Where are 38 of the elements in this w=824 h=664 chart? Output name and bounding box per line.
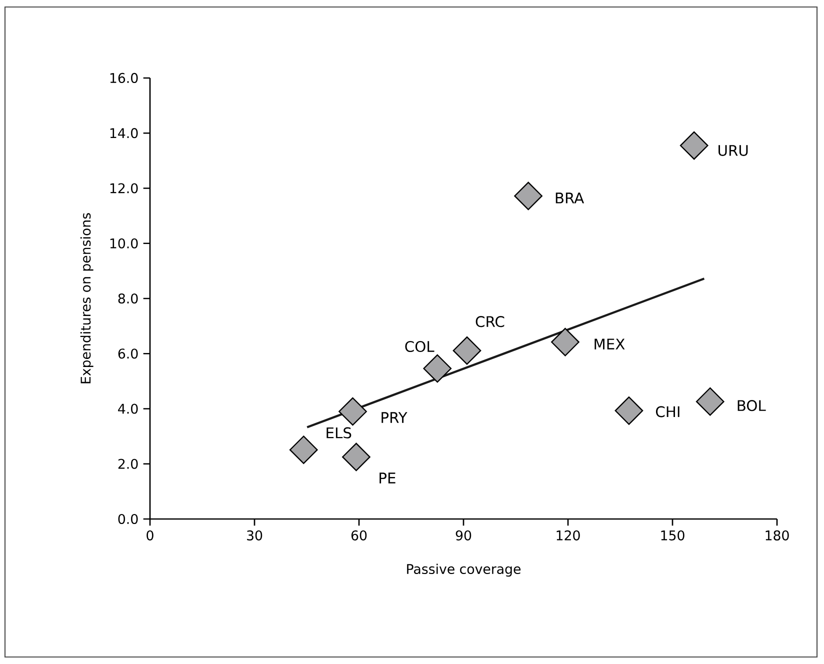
annotation: URU bbox=[718, 145, 748, 156]
y-tick-label: 2.0 bbox=[118, 458, 138, 469]
y-tick-label: 16.0 bbox=[110, 72, 138, 84]
annotation: BOL bbox=[738, 400, 766, 412]
annotation: PRY bbox=[382, 412, 408, 423]
point bbox=[614, 396, 644, 425]
point bbox=[551, 328, 580, 356]
y-tick-label: 14.0 bbox=[110, 128, 138, 138]
point bbox=[342, 442, 370, 472]
point bbox=[289, 436, 318, 464]
annotation: CHI bbox=[656, 406, 680, 418]
annotation: COL bbox=[405, 340, 434, 352]
annotation: PE bbox=[380, 472, 396, 484]
y-tick-label: 12.0 bbox=[110, 183, 138, 194]
x-axis-title: Passive coverage bbox=[407, 564, 521, 577]
x-tick-label: 180 bbox=[766, 530, 789, 540]
y-tick-label: 10.0 bbox=[110, 238, 138, 248]
annotation: ELS bbox=[326, 427, 352, 438]
point bbox=[338, 397, 367, 426]
y-tick-label: 6.0 bbox=[118, 348, 138, 359]
point bbox=[452, 336, 482, 365]
x-tick-label: 90 bbox=[456, 530, 472, 540]
x-tick-label: 0 bbox=[146, 530, 154, 540]
annotation: MEX bbox=[594, 338, 625, 350]
annotation: BRA bbox=[556, 192, 584, 204]
y-axis-title: Expenditures on pensions bbox=[80, 213, 94, 384]
y-tick-label: 4.0 bbox=[118, 404, 138, 414]
point bbox=[696, 387, 724, 416]
y-tick-label: 8.0 bbox=[118, 293, 138, 304]
x-tick-label: 150 bbox=[661, 530, 684, 540]
annotation: CRC bbox=[476, 316, 504, 328]
point bbox=[514, 182, 542, 210]
x-tick-label: 30 bbox=[247, 530, 262, 540]
point bbox=[680, 131, 708, 160]
x-tick-label: 120 bbox=[556, 530, 580, 540]
point bbox=[423, 354, 452, 383]
x-tick-label: 60 bbox=[351, 530, 367, 540]
y-tick-label: 0.0 bbox=[118, 514, 138, 524]
